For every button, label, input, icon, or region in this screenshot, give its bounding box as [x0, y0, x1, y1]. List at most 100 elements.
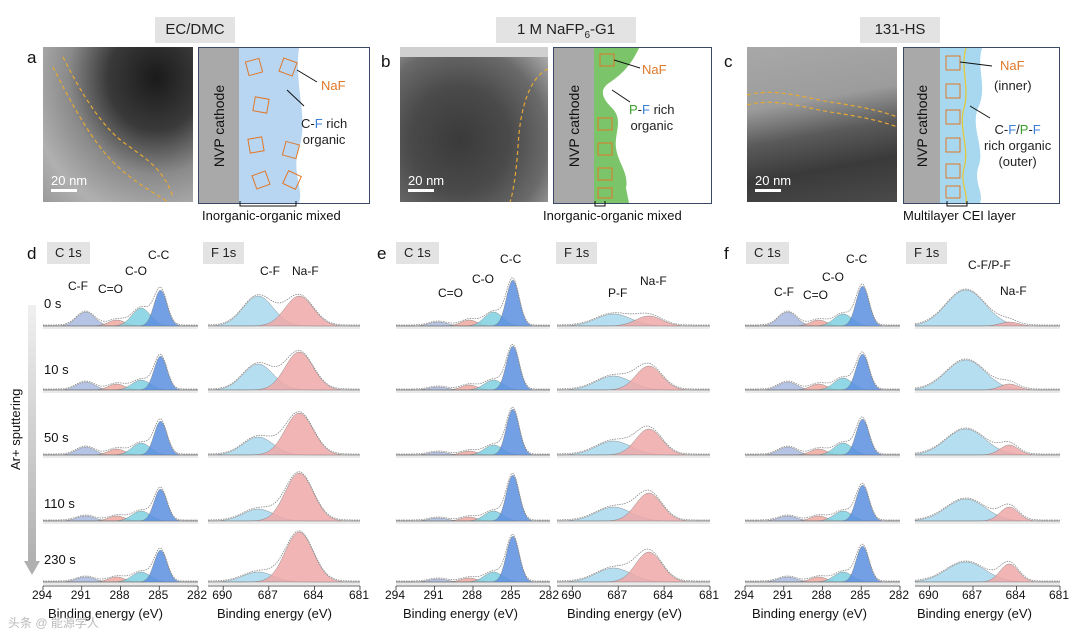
xps-f-f1s-row1-envelope	[914, 358, 1060, 390]
xps-e-c1s-row2-peak-3	[396, 408, 550, 456]
xps-d-c1s-row0	[43, 286, 198, 329]
d-c1s-tick-label-1: 291	[70, 588, 91, 602]
peak-label-e-cc: C-C	[500, 252, 522, 266]
xps-d-f1s-row2-peak-1	[208, 412, 360, 456]
organic-label-b: P-F rich organic	[629, 102, 675, 133]
peak-label-d-cf-f: C-F	[260, 264, 280, 278]
xps-e-f1s-row1-peak-1	[557, 365, 710, 391]
xlabel-f-c: Binding energy (eV)	[752, 606, 867, 621]
e-c1s-tick-label-1: 291	[423, 588, 444, 602]
xlabel-e-f: Binding energy (eV)	[567, 606, 682, 621]
time-label-4: 230 s	[44, 552, 76, 567]
f-c1s-tick-label-1: 291	[772, 588, 793, 602]
xps-f-f1s-row0-peak-0	[914, 289, 1060, 327]
xps-d-c1s-row1-envelope	[43, 353, 198, 390]
schematic-c: NVP cathode NaF (inner) C-F/P-F rich orga…	[903, 47, 1060, 204]
xps-f-f1s-row1	[914, 358, 1060, 393]
xps-f-c1s-row4-envelope	[745, 543, 900, 582]
xps-f-c1s-row4	[745, 543, 900, 585]
f-c1s-tick-label-2: 288	[811, 588, 832, 602]
xps-d-f1s-row3	[207, 471, 360, 524]
xps-d-f1s-row3-envelope	[207, 471, 360, 521]
xps-d-c1s-row0-peak-3	[43, 289, 198, 327]
xps-f-f1s-row0	[914, 288, 1060, 329]
xps-e-f1s-row3-envelope	[557, 489, 710, 521]
xps-d-f1s-row0-envelope	[207, 293, 360, 326]
xps-d-c1s-row4-peak-3	[43, 549, 198, 583]
e-c1s-tick-label-4: 282	[539, 588, 560, 602]
xps-f-f1s-row0-envelope	[914, 288, 1060, 326]
xps-e-f1s-row4-envelope	[557, 548, 710, 582]
peak-label-f-naf: Na-F	[1000, 284, 1027, 298]
panel-a-title: EC/DMC	[155, 17, 235, 43]
xps-e-c1s-row3-peak-3	[396, 474, 550, 522]
time-label-1: 10 s	[44, 362, 69, 377]
xps-f-c1s-row4-peak-3	[745, 545, 900, 583]
panel-letter-b: b	[381, 52, 391, 71]
xps-d-f1s-row0-peak-1	[208, 295, 360, 327]
xps-e-f1s-row0-envelope	[557, 312, 710, 326]
xps-d-c1s-row1	[43, 353, 198, 393]
xps-d-f1s-row2	[207, 411, 360, 458]
xps-e-c1s-row4	[396, 533, 550, 585]
xps-e-c1s-row4-peak-3	[396, 535, 550, 583]
d-c1s-tick-label-4: 282	[187, 588, 208, 602]
f1s-tag-e: F 1s	[556, 242, 598, 264]
panel-letter-f: f	[724, 244, 729, 263]
f1s-tag-d: F 1s	[203, 242, 245, 264]
xps-f-c1s-row2-peak-3	[745, 418, 900, 456]
schematic-a: NVP cathode NaF C-F rich organic	[198, 47, 370, 204]
d-c1s-tick-label-3: 285	[148, 588, 169, 602]
xps-d-c1s-row2-peak-3	[43, 420, 198, 456]
peak-label-f-cf: C-F	[774, 285, 794, 299]
d-f1s-tick-label-2: 684	[303, 588, 324, 602]
xps-e-c1s-row0-peak-3	[396, 279, 550, 327]
e-f1s-tick-label-1: 687	[607, 588, 628, 602]
naf-inner-label-c: (inner)	[994, 78, 1032, 93]
caption-a: Inorganic-organic mixed	[202, 208, 341, 223]
xps-e-c1s-row0	[396, 277, 550, 329]
schematic-b: NVP cathode NaF P-F rich organic	[553, 47, 712, 204]
xps-f-c1s-row2-envelope	[745, 416, 900, 455]
xps-f-f1s-row4-peak-1	[915, 563, 1060, 583]
peak-label-f-co2: C=O	[803, 288, 829, 302]
time-label-2: 50 s	[44, 430, 69, 445]
f-f1s-tick-label-3: 681	[1049, 588, 1070, 602]
xps-e-c1s-row1-peak-3	[396, 345, 550, 391]
xps-d-c1s-row4	[43, 547, 198, 585]
scale-bar-c: 20 nm	[755, 173, 791, 192]
xps-e-f1s-row0-peak-1	[557, 315, 710, 327]
peak-label-e-pf: P-F	[608, 286, 628, 300]
caption-c: Multilayer CEI layer	[903, 208, 1016, 223]
panel-letter-a: a	[27, 48, 37, 67]
xps-d-f1s-row4-envelope	[207, 530, 360, 582]
sputter-arrow	[24, 305, 40, 575]
xps-f-c1s-row3-peak-3	[745, 484, 900, 522]
xps-d-c1s-row0-envelope	[43, 286, 198, 326]
e-f1s-tick-label-0: 690	[561, 588, 582, 602]
e-c1s-tick-label-2: 288	[462, 588, 483, 602]
peak-label-e-co: C-O	[472, 272, 494, 286]
xps-e-f1s-row4-peak-1	[557, 551, 710, 583]
panel-b-title: 1 M NaFP6-G1	[496, 17, 636, 43]
xps-f-c1s-row0-peak-3	[745, 285, 900, 327]
naf-label-a: NaF	[321, 78, 346, 93]
xps-f-f1s-row3-peak-0	[914, 498, 1060, 522]
f-f1s-tick-label-0: 690	[918, 588, 939, 602]
c1s-tag-f: C 1s	[746, 242, 789, 264]
xps-e-f1s-row2	[556, 425, 710, 458]
xps-e-c1s-row1	[396, 343, 550, 393]
d-c1s-tick-label-0: 294	[32, 588, 53, 602]
peak-label-d-cf: C-F	[68, 279, 88, 293]
xps-d-c1s-row2	[43, 418, 198, 458]
xps-d-c1s-row4-envelope	[43, 547, 198, 582]
xps-d-f1s-row3-peak-1	[208, 472, 360, 522]
xps-f-c1s-row0-envelope	[745, 283, 900, 326]
xps-f-c1s-row1	[745, 351, 900, 393]
peak-label-f-cc: C-C	[846, 252, 868, 266]
xps-f-c1s-row0	[745, 283, 900, 329]
organic-label-c: C-F/P-F rich organic (outer)	[984, 122, 1052, 169]
f-f1s-tick-label-1: 687	[962, 588, 983, 602]
tem-image-c: 20 nm	[747, 47, 897, 202]
panel-c-title: 131-HS	[860, 17, 940, 43]
